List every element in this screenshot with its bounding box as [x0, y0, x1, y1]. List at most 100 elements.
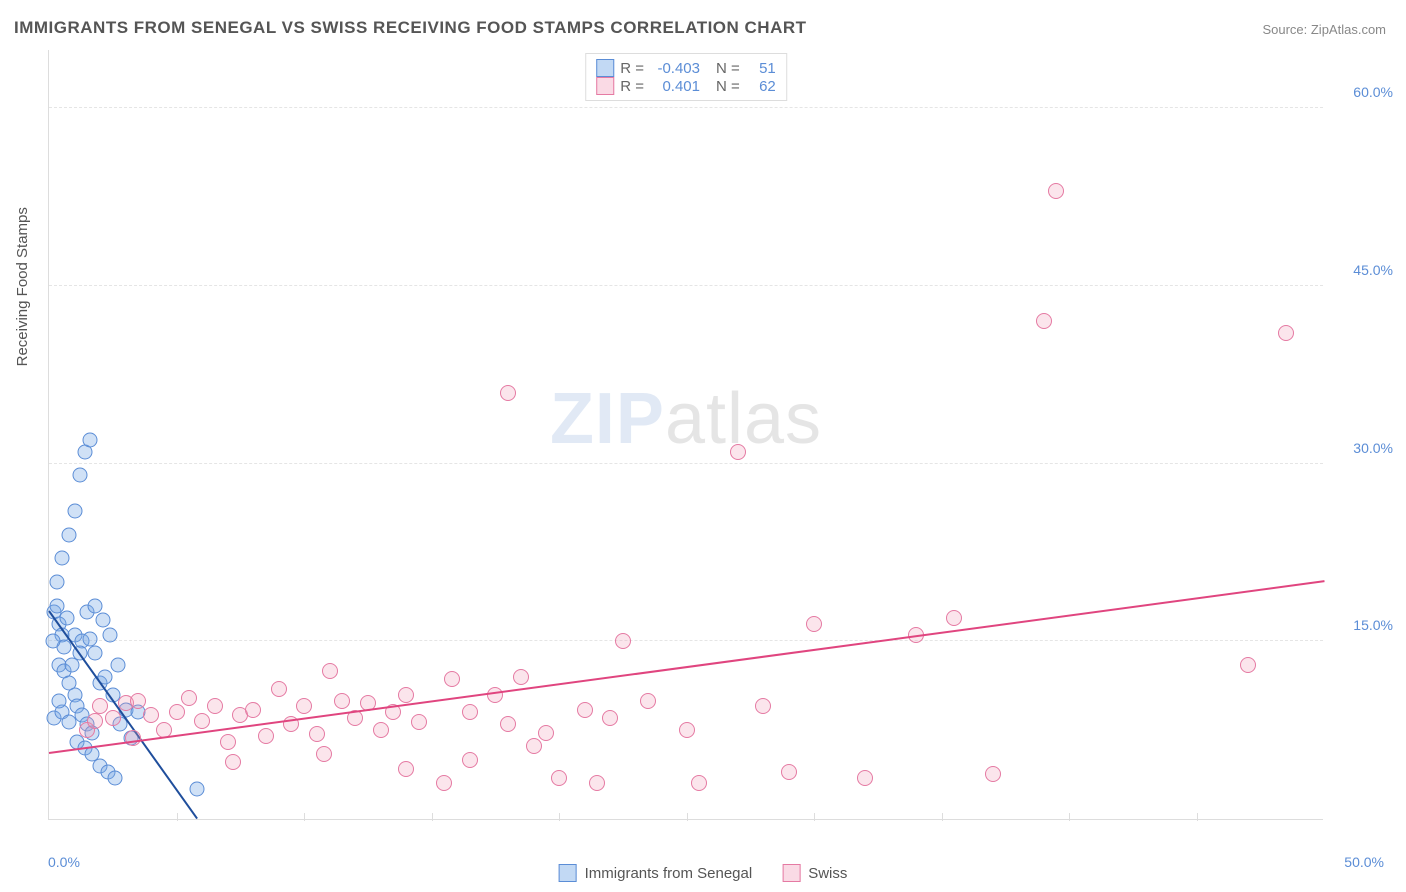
data-point	[67, 504, 82, 519]
data-point	[245, 702, 261, 718]
data-point	[640, 693, 656, 709]
r-label: R =	[620, 60, 644, 77]
data-point	[271, 681, 287, 697]
swatch-senegal	[596, 59, 614, 77]
data-point	[49, 575, 64, 590]
r-value-swiss: 0.401	[650, 78, 700, 95]
legend-item-senegal: Immigrants from Senegal	[559, 864, 753, 882]
data-point	[62, 714, 77, 729]
y-tick-label: 60.0%	[1333, 84, 1393, 100]
n-value-swiss: 62	[746, 78, 776, 95]
data-point	[189, 782, 204, 797]
legend-row-swiss: R = 0.401 N = 62	[596, 77, 776, 95]
data-point	[334, 693, 350, 709]
data-point	[615, 633, 631, 649]
data-point	[398, 687, 414, 703]
data-point	[679, 722, 695, 738]
data-point	[730, 444, 746, 460]
data-point	[125, 730, 141, 746]
r-value-senegal: -0.403	[650, 60, 700, 77]
watermark: ZIPatlas	[550, 378, 822, 460]
data-point	[59, 610, 74, 625]
data-point	[602, 710, 618, 726]
data-point	[309, 726, 325, 742]
swatch-swiss	[596, 77, 614, 95]
data-point	[1036, 313, 1052, 329]
x-tick-label-max: 50.0%	[1344, 854, 1384, 870]
data-point	[513, 669, 529, 685]
gridline	[49, 640, 1323, 641]
swatch-senegal	[559, 864, 577, 882]
data-point	[87, 646, 102, 661]
data-point	[436, 775, 452, 791]
x-tick	[1197, 813, 1198, 821]
x-tick	[432, 813, 433, 821]
x-tick-label-min: 0.0%	[48, 854, 80, 870]
chart-title: IMMIGRANTS FROM SENEGAL VS SWISS RECEIVI…	[14, 18, 807, 38]
data-point	[526, 738, 542, 754]
data-point	[589, 775, 605, 791]
data-point	[87, 598, 102, 613]
data-point	[946, 610, 962, 626]
gridline	[49, 463, 1323, 464]
data-point	[95, 613, 110, 628]
x-tick	[687, 813, 688, 821]
y-tick-label: 30.0%	[1333, 440, 1393, 456]
data-point	[691, 775, 707, 791]
gridline	[49, 107, 1323, 108]
data-point	[985, 766, 1001, 782]
data-point	[52, 693, 67, 708]
y-tick-label: 15.0%	[1333, 617, 1393, 633]
series-legend: Immigrants from Senegal Swiss	[559, 864, 848, 882]
data-point	[296, 698, 312, 714]
legend-row-senegal: R = -0.403 N = 51	[596, 59, 776, 77]
x-tick	[942, 813, 943, 821]
data-point	[143, 707, 159, 723]
data-point	[755, 698, 771, 714]
n-label: N =	[716, 60, 740, 77]
n-label: N =	[716, 78, 740, 95]
n-value-senegal: 51	[746, 60, 776, 77]
data-point	[72, 468, 87, 483]
data-point	[225, 754, 241, 770]
data-point	[577, 702, 593, 718]
data-point	[54, 551, 69, 566]
data-point	[373, 722, 389, 738]
gridline	[49, 285, 1323, 286]
x-tick	[559, 813, 560, 821]
data-point	[538, 725, 554, 741]
legend-item-swiss: Swiss	[782, 864, 847, 882]
data-point	[220, 734, 236, 750]
data-point	[444, 671, 460, 687]
correlation-legend: R = -0.403 N = 51 R = 0.401 N = 62	[585, 53, 787, 101]
data-point	[322, 663, 338, 679]
plot-area: ZIPatlas R = -0.403 N = 51 R = 0.401 N =…	[48, 50, 1323, 820]
x-tick	[304, 813, 305, 821]
watermark-bold: ZIP	[550, 379, 665, 459]
data-point	[857, 770, 873, 786]
legend-label-senegal: Immigrants from Senegal	[585, 865, 753, 882]
x-tick	[1069, 813, 1070, 821]
y-axis-label: Receiving Food Stamps	[14, 207, 31, 366]
swatch-swiss	[782, 864, 800, 882]
data-point	[462, 704, 478, 720]
data-point	[551, 770, 567, 786]
data-point	[500, 716, 516, 732]
data-point	[45, 634, 60, 649]
data-point	[103, 628, 118, 643]
data-point	[82, 631, 97, 646]
data-point	[258, 728, 274, 744]
data-point	[781, 764, 797, 780]
data-point	[1278, 325, 1294, 341]
x-tick	[177, 813, 178, 821]
data-point	[207, 698, 223, 714]
legend-label-swiss: Swiss	[808, 865, 847, 882]
data-point	[398, 761, 414, 777]
data-point	[169, 704, 185, 720]
data-point	[108, 770, 123, 785]
data-point	[316, 746, 332, 762]
data-point	[462, 752, 478, 768]
data-point	[82, 432, 97, 447]
data-point	[411, 714, 427, 730]
data-point	[62, 527, 77, 542]
